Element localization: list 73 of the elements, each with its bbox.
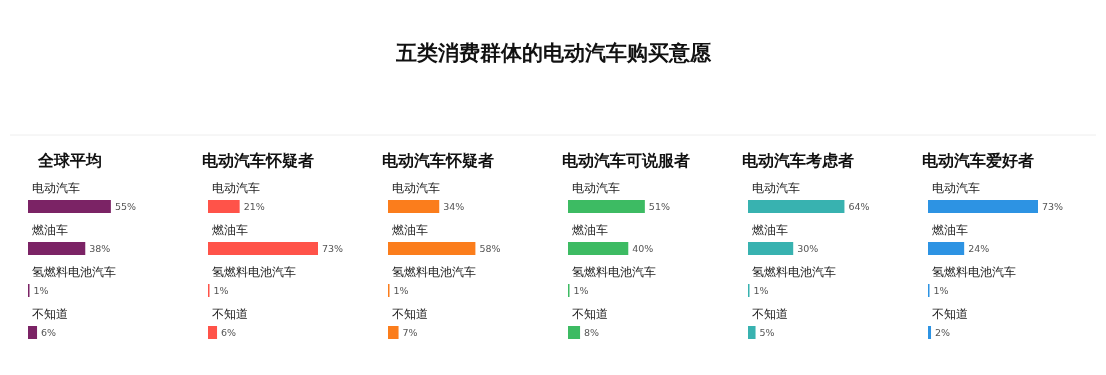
bar	[28, 326, 38, 339]
bar	[388, 242, 476, 255]
data-label: 51%	[648, 201, 670, 212]
data-label: 58%	[479, 243, 501, 254]
bar	[928, 200, 1038, 213]
y-tick-label: 燃油车	[32, 223, 68, 237]
data-label: 64%	[848, 201, 870, 212]
chart-title: 全球平均	[37, 151, 102, 170]
y-tick-label: 氢燃料电池汽车	[32, 265, 116, 279]
data-label: 8%	[584, 327, 600, 338]
data-label: 1%	[393, 285, 409, 296]
y-tick-label: 不知道	[212, 307, 248, 321]
y-tick-label: 电动汽车	[212, 181, 260, 195]
y-tick-label: 不知道	[32, 307, 68, 321]
y-tick-label: 氢燃料电池汽车	[752, 265, 836, 279]
bar	[568, 200, 645, 213]
bar	[748, 242, 794, 255]
y-tick-label: 燃油车	[752, 223, 788, 237]
y-tick-label: 电动汽车	[572, 181, 620, 195]
bar	[208, 242, 318, 255]
data-label: 1%	[753, 285, 769, 296]
y-tick-label: 氢燃料电池汽车	[392, 265, 476, 279]
data-label: 6%	[41, 327, 57, 338]
bar	[568, 242, 629, 255]
chart-title: 电动汽车可说服者	[562, 151, 690, 170]
data-label: 5%	[759, 327, 775, 338]
bar	[388, 200, 440, 213]
data-label: 2%	[935, 327, 951, 338]
y-tick-label: 不知道	[752, 307, 788, 321]
data-label: 24%	[968, 243, 990, 254]
bar	[748, 326, 756, 339]
y-tick-label: 燃油车	[212, 223, 248, 237]
data-label: 73%	[322, 243, 344, 254]
data-label: 34%	[443, 201, 465, 212]
data-label: 55%	[114, 201, 136, 212]
y-tick-label: 电动汽车	[752, 181, 800, 195]
data-label: 1%	[33, 285, 49, 296]
bar	[28, 200, 111, 213]
text: 五类消费群体的电动汽车购买意愿	[394, 41, 712, 65]
y-tick-label: 不知道	[932, 307, 968, 321]
data-label: 6%	[221, 327, 237, 338]
y-tick-label: 不知道	[572, 307, 608, 321]
bar	[748, 200, 845, 213]
chart-title: 电动汽车考虑者	[742, 151, 854, 170]
y-tick-label: 氢燃料电池汽车	[212, 265, 296, 279]
bar	[28, 242, 86, 255]
y-tick-label: 电动汽车	[32, 181, 80, 195]
y-tick-label: 电动汽车	[932, 181, 980, 195]
bar	[568, 326, 581, 339]
data-label: 38%	[89, 243, 111, 254]
bar	[388, 326, 399, 339]
y-tick-label: 燃油车	[932, 223, 968, 237]
bar	[928, 242, 965, 255]
chart-title: 电动汽车怀疑者	[202, 151, 314, 170]
y-tick-label: 燃油车	[572, 223, 608, 237]
data-label: 1%	[573, 285, 589, 296]
y-tick-label: 不知道	[392, 307, 428, 321]
y-tick-label: 氢燃料电池汽车	[572, 265, 656, 279]
y-tick-label: 燃油车	[392, 223, 428, 237]
data-label: 73%	[1042, 201, 1064, 212]
bar	[208, 200, 240, 213]
y-tick-label: 氢燃料电池汽车	[932, 265, 1016, 279]
chart-title: 电动汽车爱好者	[922, 151, 1034, 170]
data-label: 21%	[243, 201, 265, 212]
data-label: 7%	[402, 327, 418, 338]
data-label: 40%	[632, 243, 654, 254]
data-label: 1%	[213, 285, 229, 296]
bar	[208, 326, 218, 339]
bar	[928, 326, 932, 339]
chart-title: 电动汽车怀疑者	[382, 151, 494, 170]
data-label: 30%	[797, 243, 819, 254]
y-tick-label: 电动汽车	[392, 181, 440, 195]
data-label: 1%	[933, 285, 949, 296]
